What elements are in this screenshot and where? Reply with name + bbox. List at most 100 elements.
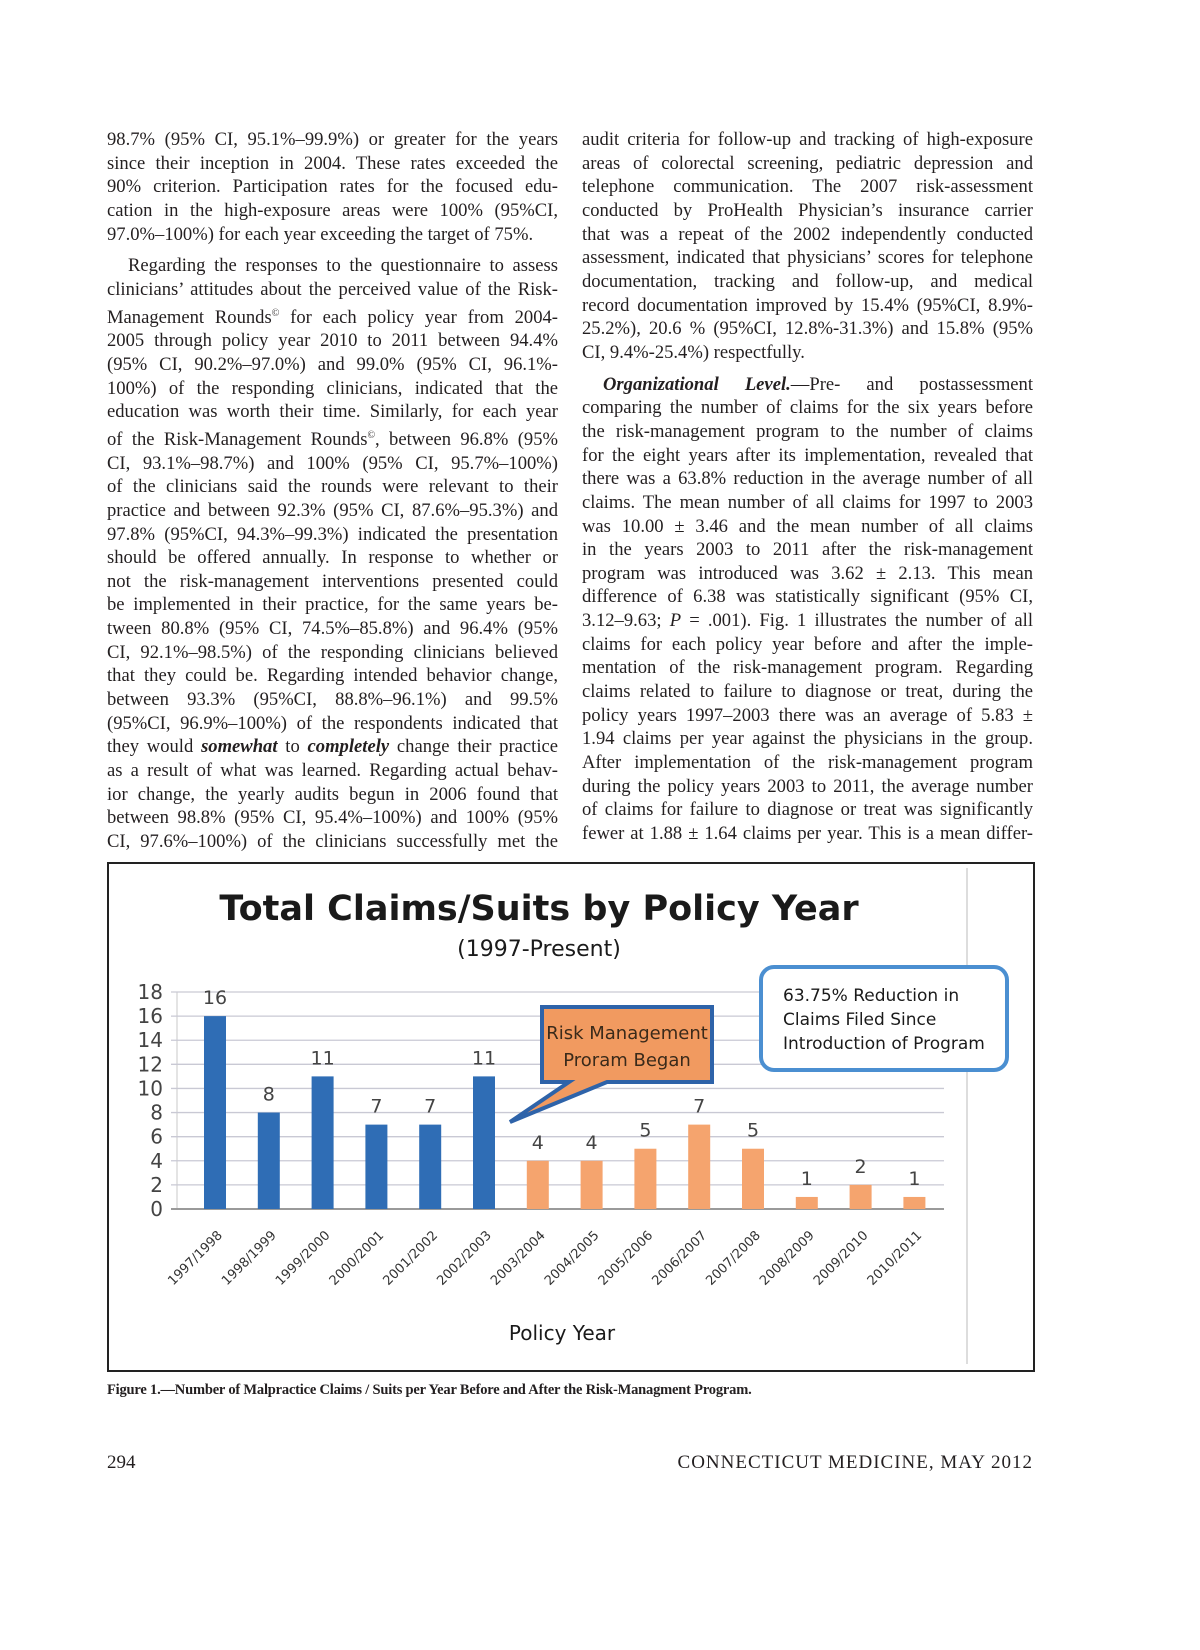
text-line: since their inception in 2004. These rat…	[107, 152, 558, 174]
text-line: claims. The mean number of all claims fo…	[582, 491, 1033, 513]
y-tick-label: 8	[150, 1101, 163, 1125]
data-label: 5	[639, 1120, 651, 1142]
text-line: documentation, tracking and follow-up, a…	[582, 270, 1033, 292]
data-label: 4	[532, 1132, 544, 1154]
text-line: 25.2%), 20.6 % (95%CI, 12.8%-31.3%) and …	[582, 318, 1033, 340]
y-tick-label: 10	[138, 1076, 163, 1100]
chart-title: Total Claims/Suits by Policy Year	[219, 889, 859, 929]
emphasized-text: Organizational Level.	[603, 373, 791, 395]
text-line: (95% CI, 90.2%–97.0%) and 99.0% (95% CI,…	[107, 353, 558, 375]
x-tick-label: 2004/2005	[542, 1228, 603, 1289]
text-run: , between 96.8% (95%	[375, 428, 558, 450]
text-line: 100%) of the responding clinicians, indi…	[107, 377, 558, 399]
bar-2002/2003	[473, 1076, 495, 1209]
text-line: comparing the number of claims for the s…	[582, 397, 1033, 419]
data-label: 7	[370, 1096, 382, 1118]
y-tick-label: 0	[150, 1197, 163, 1221]
x-tick-label: 2001/2002	[381, 1228, 442, 1289]
emphasized-text: P	[669, 610, 682, 632]
text-line: of the clinicians said the rounds were r…	[107, 476, 558, 498]
x-axis-label: Policy Year	[509, 1321, 616, 1345]
data-label: 11	[472, 1047, 496, 1069]
text-line: claims related to failure to diagnose or…	[582, 681, 1033, 703]
x-tick-label: 1999/2000	[273, 1228, 334, 1289]
text-run: = .001). Fig. 1 illustrates the number o…	[681, 610, 1033, 632]
bar-2007/2008	[742, 1148, 764, 1209]
text-run: to	[277, 736, 308, 758]
text-line: of claims for failure to diagnose or tre…	[582, 799, 1033, 821]
paragraph: audit criteria for follow-up and trackin…	[582, 128, 1033, 365]
bar-1998/1999	[257, 1112, 280, 1209]
bar-1999/2000	[311, 1076, 334, 1209]
reduction-line-2: Claims Filed Since	[783, 1010, 936, 1030]
text-line: that they could be. Regarding intended b…	[107, 665, 558, 687]
y-tick-label: 18	[138, 980, 163, 1004]
text-line: tween 80.8% (95% CI, 74.5%–85.8%) and 96…	[107, 618, 558, 640]
x-tick-label: 2005/2006	[596, 1228, 657, 1289]
x-tick-label: 2009/2010	[811, 1228, 872, 1289]
paragraph: 98.7% (95% CI, 95.1%–99.9%) or greater f…	[107, 128, 558, 246]
bar-chart: Total Claims/Suits by Policy Year (1997-…	[138, 868, 1009, 1364]
text-run: for each policy year from 2004-	[279, 306, 558, 328]
text-line: (95%CI, 96.9%–100%) of the respondents i…	[107, 712, 558, 734]
text-line: the risk-management program to the numbe…	[582, 420, 1033, 442]
text-run: Management Rounds	[107, 306, 272, 328]
text-run: of the Risk-Management Rounds	[107, 428, 368, 450]
data-label: 11	[311, 1047, 335, 1069]
y-tick-label: 2	[150, 1173, 163, 1197]
bar-2010/2011	[903, 1196, 926, 1209]
data-label: 4	[586, 1132, 598, 1154]
text-line: 3.12–9.63; P = .001). Fig. 1 illustrates…	[582, 609, 1033, 633]
figure-caption: Figure 1.—Number of Malpractice Claims /…	[107, 1382, 752, 1398]
reduction-annotation: 63.75% Reduction in Claims Filed Since I…	[759, 965, 1009, 1072]
text-run: 3.12–9.63;	[582, 610, 670, 632]
callout-shape	[508, 1005, 714, 1124]
bar-1997/1998	[204, 1016, 226, 1209]
text-line: in the years 2003 to 2011 after the risk…	[582, 539, 1033, 561]
y-tick-label: 4	[150, 1149, 163, 1173]
emphasized-text: completely	[307, 736, 390, 758]
data-label: 2	[855, 1156, 867, 1178]
x-tick-label: 2006/2007	[650, 1228, 711, 1289]
copyright-mark: ©	[271, 307, 280, 319]
text-line: conducted by ProHealth Physician’s insur…	[582, 199, 1033, 221]
text-line: CI, 9.4%-25.4%) respectfully.	[582, 341, 805, 363]
x-tick-label: 1997/1998	[165, 1228, 226, 1289]
text-line: policy years 1997–2003 there was an aver…	[582, 704, 1033, 726]
paragraph: Regarding the responses to the questionn…	[107, 254, 558, 853]
text-line: After implementation of the risk-managem…	[582, 752, 1033, 774]
text-line: 98.7% (95% CI, 95.1%–99.9%) or greater f…	[107, 129, 558, 150]
text-line: Organizational Level.—Pre- and postasses…	[582, 373, 1033, 397]
text-line: not the risk-management interventions pr…	[107, 570, 558, 592]
text-line: 90% criterion. Participation rates for t…	[107, 176, 558, 198]
text-line: claims for each policy year before and a…	[582, 633, 1033, 655]
journal-footer: CONNECTICUT MEDICINE, MAY 2012	[677, 1452, 1033, 1473]
text-line: Regarding the responses to the questionn…	[128, 255, 558, 277]
x-tick-label: 1998/1999	[219, 1228, 280, 1289]
bar-2009/2010	[849, 1184, 872, 1209]
data-label: 1	[908, 1168, 920, 1190]
data-label: 7	[424, 1096, 436, 1118]
bar-2003/2004	[526, 1160, 549, 1209]
data-label: 1	[801, 1168, 813, 1190]
text-line: ior change, the yearly audits begun in 2…	[107, 783, 558, 805]
bar-2004/2005	[580, 1160, 603, 1209]
reduction-line-3: Introduction of Program	[783, 1034, 985, 1054]
text-line: fewer at 1.88 ± 1.64 claims per year. Th…	[582, 823, 1033, 845]
text-line: 97.8% (95%CI, 94.3%–99.3%) indicated the…	[107, 523, 558, 545]
left-text-column: 98.7% (95% CI, 95.1%–99.9%) or greater f…	[107, 128, 558, 862]
figure-1-chart-frame: Total Claims/Suits by Policy Year (1997-…	[107, 862, 1035, 1372]
x-tick-label: 2010/2011	[865, 1228, 926, 1289]
text-run: they would	[107, 736, 202, 758]
text-line: there was a 63.8% reduction in the avera…	[582, 468, 1033, 490]
x-tick-label: 2002/2003	[434, 1228, 495, 1289]
copyright-mark: ©	[367, 429, 376, 441]
text-line: for the eight years after its implementa…	[582, 444, 1033, 466]
text-line: they would somewhat to completely change…	[107, 735, 558, 759]
text-line: cation in the high-exposure areas were 1…	[107, 199, 558, 221]
data-label: 16	[203, 987, 227, 1009]
data-label: 8	[263, 1084, 275, 1106]
bar-2006/2007	[688, 1124, 711, 1209]
y-tick-label: 12	[138, 1052, 163, 1076]
text-line: education was worth their time. Similarl…	[107, 401, 558, 423]
